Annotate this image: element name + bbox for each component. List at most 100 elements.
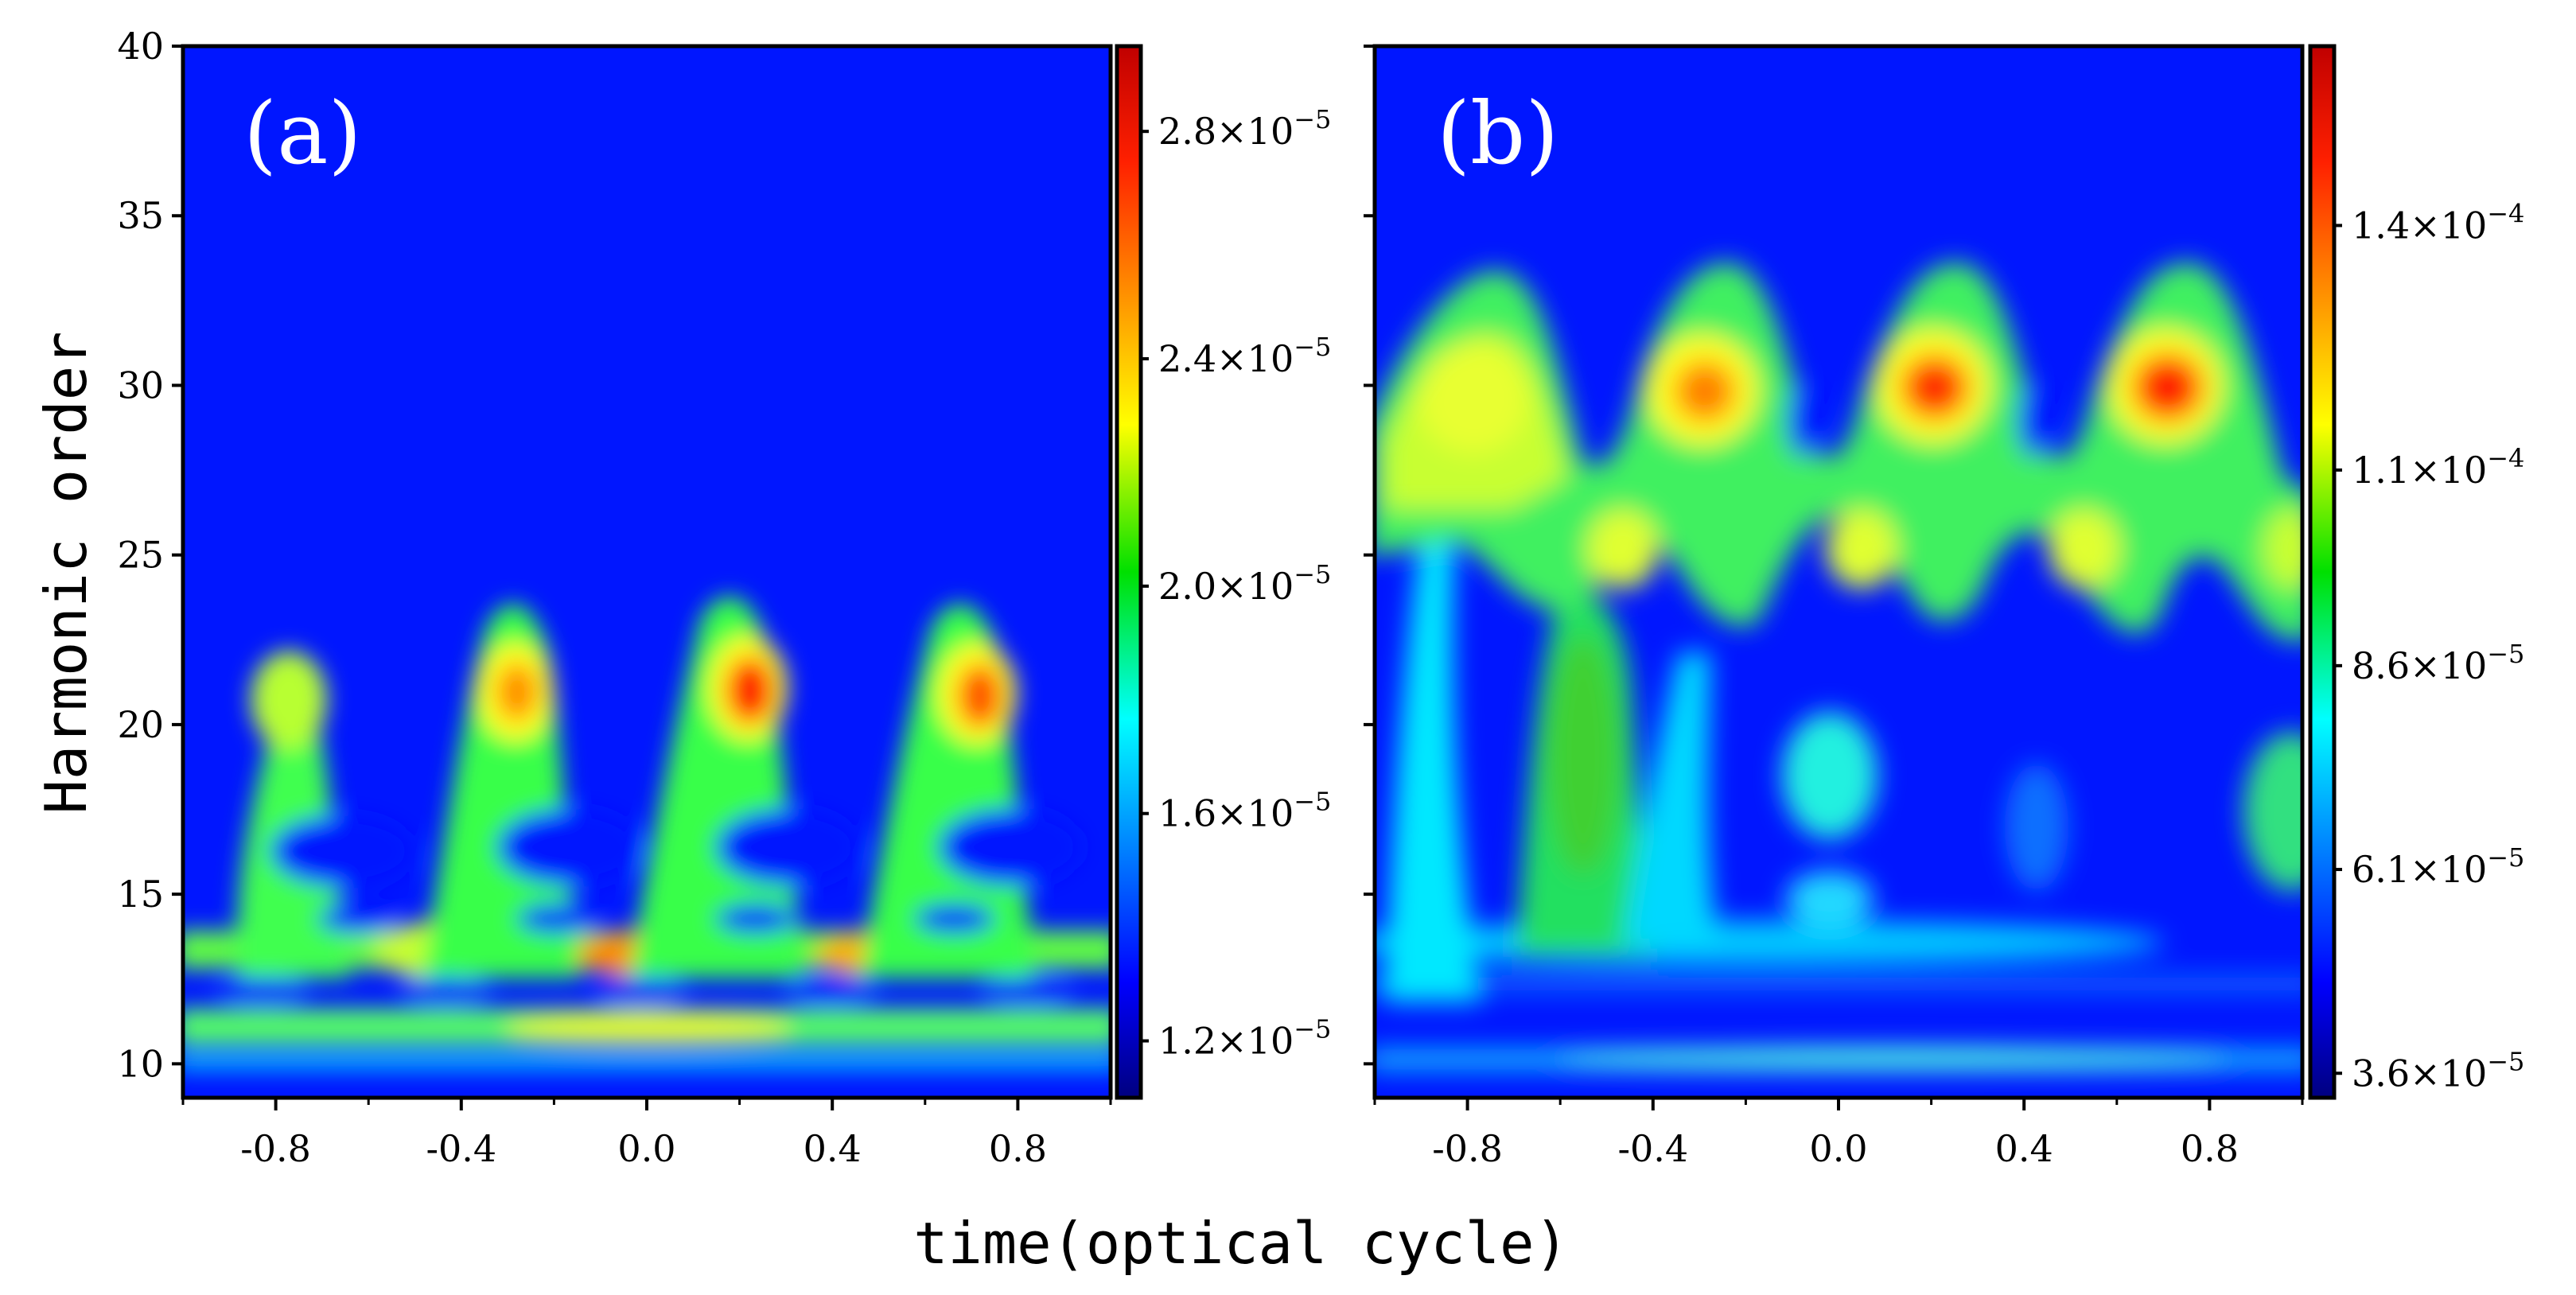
colorbar-tick-label: 8.6×10−5: [2352, 639, 2524, 687]
y-axis-title: Harmonic order: [33, 332, 99, 815]
colorbar-tick-exponent: −5: [2487, 639, 2524, 669]
band-b-h12: [1375, 974, 2302, 994]
blob-b-h17-t000: [1782, 712, 1878, 839]
lobe-b-1: [1587, 509, 1659, 589]
colorbar-tick-label: 2.4×10−5: [1158, 332, 1331, 380]
panel-a-axes: -0.8 -0.4 0.0 0.4 0.8 10 15 20 25 30 35 40: [117, 25, 1112, 1170]
hole-a-11: [497, 809, 640, 885]
colorbar-tick-mantissa: 2.4×10: [1158, 337, 1294, 380]
colorbar-tick-mantissa: 1.6×10: [1158, 792, 1294, 835]
panel-b-intensity-map: [1375, 262, 2302, 1071]
peak-b-3: [1901, 356, 1968, 419]
panel-a: -0.8 -0.4 0.0 0.4 0.8 10 15 20 25 30 35 40 (a): [117, 25, 1113, 1170]
x-tick-label: -0.4: [1617, 1127, 1688, 1170]
hole-a-9: [915, 904, 994, 933]
colorbar-tick-mantissa: 3.6×10: [2352, 1052, 2487, 1095]
colorbar-tick-exponent: −4: [2487, 443, 2524, 473]
column-b-1: [1384, 509, 1480, 1002]
dip-b-1: [1788, 386, 1816, 457]
panel-b-axes: -0.8 -0.4 0.0 0.4 0.8: [1364, 45, 2304, 1170]
colorbar-a: 1.2×10−51.6×10−52.0×10−52.4×10−52.8×10−5: [1115, 44, 1331, 1100]
colorbar-tick-label: 1.2×10−5: [1158, 1014, 1331, 1063]
colorbar-tick-mantissa: 1.1×10: [2352, 449, 2487, 492]
colorbar-tick-exponent: −5: [1294, 1014, 1331, 1044]
peak-a-4: [958, 664, 1002, 728]
x-tick-label: 0.8: [2181, 1127, 2239, 1170]
hole-a-13: [939, 809, 1082, 885]
band-a-h10: [183, 1054, 1111, 1070]
colorbar-tick-exponent: −5: [2487, 1046, 2524, 1076]
y-tick-label: 40: [117, 25, 164, 68]
colorbar-b-gradient: [2310, 46, 2334, 1098]
colorbar-tick-exponent: −4: [2487, 198, 2524, 228]
y-tick-label: 35: [117, 194, 164, 237]
colorbar-a-ticks: 1.2×10−51.6×10−52.0×10−52.4×10−52.8×10−5: [1141, 104, 1331, 1063]
colorbar-b-frame: [2308, 44, 2337, 1100]
colorbar-b: 3.6×10−56.1×10−58.6×10−51.1×10−41.4×10−4: [2308, 44, 2524, 1100]
dip-b-2: [2018, 386, 2047, 457]
y-tick-label: 10: [117, 1042, 164, 1085]
hole-a-1: [219, 978, 306, 1003]
column-b-2-core: [1547, 636, 1619, 875]
colorbar-tick-mantissa: 8.6×10: [2352, 644, 2487, 687]
colorbar-tick-label: 1.1×10−4: [2352, 443, 2524, 492]
panel-b: -0.8 -0.4 0.0 0.4 0.8 (b): [1364, 44, 2305, 1170]
lobe-b-2: [1826, 509, 1897, 589]
blob-b-h16-t045: [2005, 764, 2068, 891]
x-tick-label: 0.8: [989, 1127, 1047, 1170]
hole-a-3: [597, 978, 684, 1003]
blob-a-h11-center: [505, 1012, 792, 1044]
hole-a-5: [983, 978, 1070, 1003]
y-tick-label: 20: [117, 703, 164, 746]
colorbar-tick-exponent: −5: [1294, 332, 1331, 362]
panel-a-label: (a): [243, 84, 362, 184]
x-tick-label: 0.4: [1995, 1127, 2053, 1170]
colorbar-tick-exponent: −5: [2487, 842, 2524, 873]
x-tick-label: 0.4: [804, 1127, 862, 1170]
x-tick-label: -0.8: [1432, 1127, 1503, 1170]
x-axis-title: time(optical cycle): [913, 1210, 1569, 1277]
colorbar-tick-exponent: −5: [1294, 787, 1331, 817]
hole-a-8: [716, 904, 796, 933]
x-tick-label: -0.8: [240, 1127, 311, 1170]
panel-b-label: (b): [1437, 84, 1558, 184]
colorbar-tick-mantissa: 6.1×10: [2352, 848, 2487, 891]
colorbar-tick-mantissa: 2.8×10: [1158, 110, 1294, 153]
colorbar-a-frame: [1115, 44, 1143, 1100]
peak-a-1-glow: [251, 651, 327, 749]
peak-a-2: [496, 663, 538, 721]
band-b-h10-center: [1559, 1047, 2228, 1069]
lobe-b-4: [2263, 509, 2302, 589]
colorbar-tick-mantissa: 2.0×10: [1158, 565, 1294, 608]
colorbar-tick-label: 2.0×10−5: [1158, 559, 1331, 608]
y-tick-label: 15: [117, 873, 164, 916]
colorbar-tick-label: 1.6×10−5: [1158, 787, 1331, 835]
blob-b-h17-t095: [2243, 732, 2302, 891]
peak-a-3: [726, 657, 774, 724]
hole-a-10: [270, 815, 414, 887]
colorbar-tick-mantissa: 1.4×10: [2352, 204, 2487, 247]
hole-a-6: [318, 904, 398, 933]
peak-b-1-glow: [1418, 342, 1529, 453]
column-b-3: [1623, 652, 1718, 947]
hole-a-12: [716, 809, 859, 885]
colorbar-tick-label: 3.6×10−5: [2352, 1046, 2524, 1095]
hole-a-2: [402, 978, 489, 1003]
y-tick-label: 30: [117, 364, 164, 406]
colorbar-tick-label: 1.4×10−4: [2352, 198, 2524, 247]
y-tick-label: 25: [117, 534, 164, 577]
peak-b-2: [1675, 361, 1735, 422]
colorbar-b-ticks: 3.6×10−56.1×10−58.6×10−51.1×10−41.4×10−4: [2334, 198, 2524, 1095]
colorbar-a-gradient: [1117, 46, 1141, 1098]
hole-a-4: [788, 978, 875, 1003]
x-tick-label: -0.4: [426, 1127, 496, 1170]
blob-b-h15-t000: [1786, 871, 1874, 927]
hole-a-7: [517, 904, 597, 933]
colorbar-tick-label: 2.8×10−5: [1158, 104, 1331, 153]
colorbar-tick-mantissa: 1.2×10: [1158, 1020, 1294, 1063]
colorbar-tick-exponent: −5: [1294, 559, 1331, 589]
colorbar-tick-exponent: −5: [1294, 104, 1331, 134]
peak-b-4: [2133, 354, 2203, 421]
lobe-b-3: [2049, 509, 2120, 589]
